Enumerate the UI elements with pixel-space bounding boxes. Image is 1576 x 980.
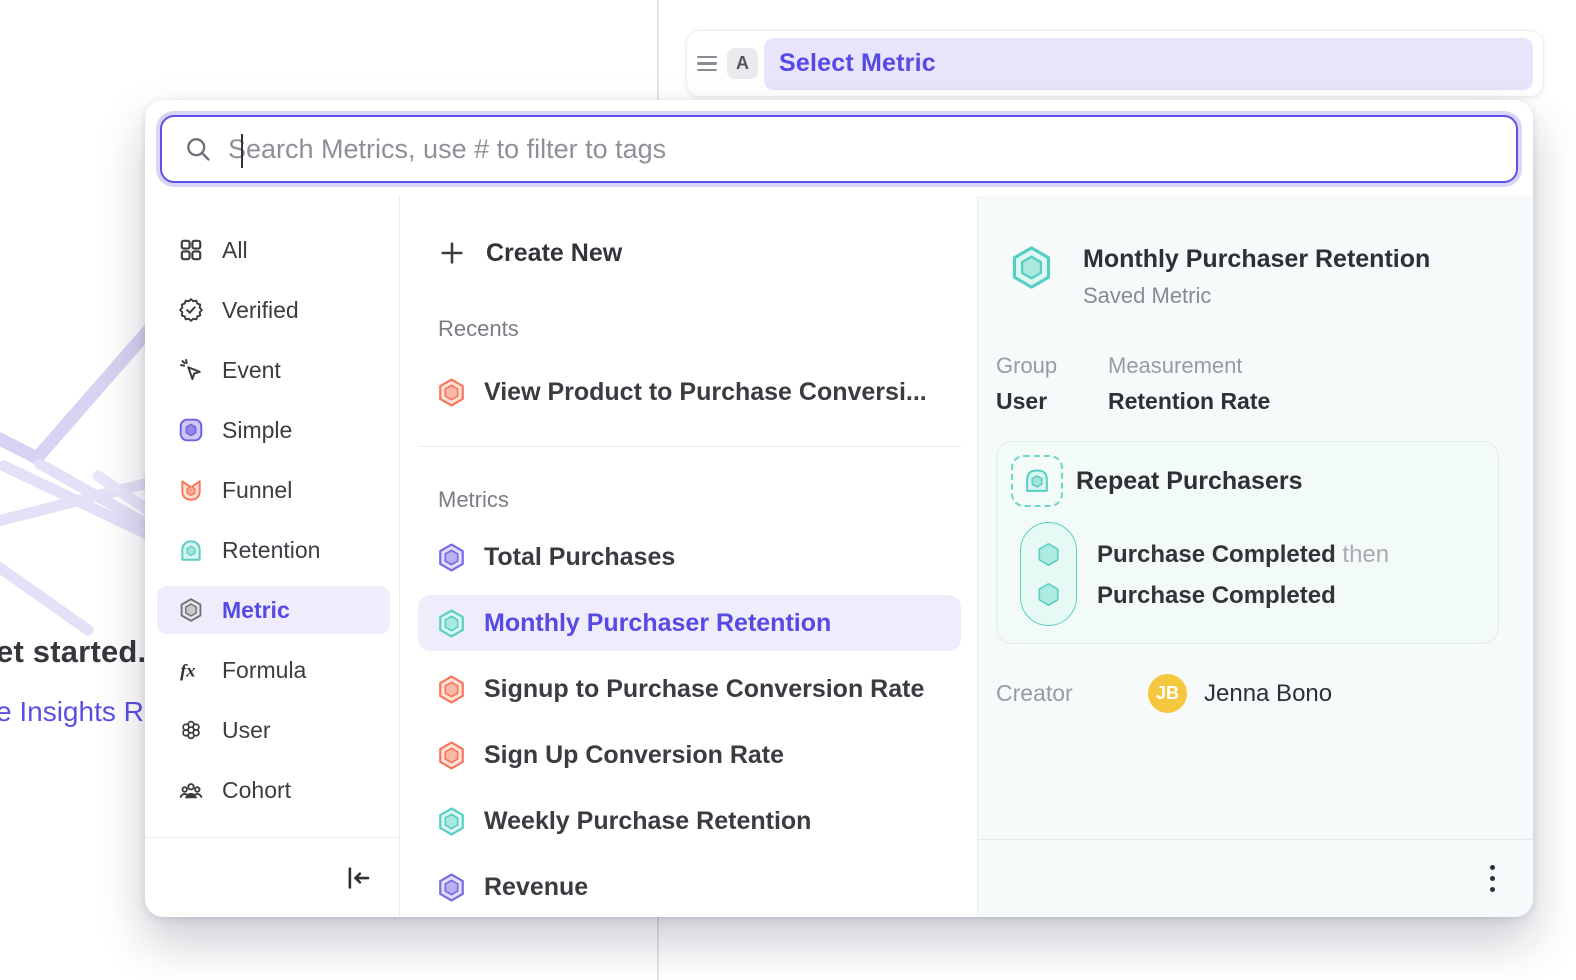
search-input[interactable] <box>228 134 1516 165</box>
sidebar-item-label: Verified <box>222 297 299 324</box>
sidebar-item-label: User <box>222 717 271 744</box>
sidebar-item-label: Metric <box>222 597 290 624</box>
metric-item-total-purchases[interactable]: Total Purchases <box>418 529 961 585</box>
user-cluster-icon <box>178 717 204 743</box>
metric-item-name: Weekly Purchase Retention <box>484 807 811 836</box>
more-options-icon[interactable] <box>1484 859 1501 898</box>
sidebar-item-simple[interactable]: Simple <box>157 406 390 454</box>
sidebar-item-label: Formula <box>222 657 306 684</box>
definition-step-1: Purchase Completed then <box>1097 534 1389 575</box>
sidebar-item-label: Retention <box>222 537 320 564</box>
plus-icon <box>438 239 466 267</box>
recents-heading: Recents <box>438 316 977 342</box>
drag-handle-icon[interactable] <box>697 56 717 72</box>
retention-icon <box>178 537 204 563</box>
cohort-icon <box>178 777 204 803</box>
metric-picker-modal: All Verified <box>145 100 1533 917</box>
select-metric-button[interactable]: Select Metric <box>764 38 1533 90</box>
screen: et started. e Insights Re A Select Metri… <box>0 0 1576 980</box>
retention-definition-icon <box>1011 455 1063 507</box>
sidebar-item-funnel[interactable]: Funnel <box>157 466 390 514</box>
sidebar-item-label: All <box>222 237 248 264</box>
create-new-label: Create New <box>486 239 622 268</box>
metric-icon <box>178 597 204 623</box>
grid-icon <box>178 237 204 263</box>
type-filter-sidebar: All Verified <box>145 196 400 917</box>
group-label: Group <box>996 353 1086 379</box>
sidebar-item-label: Funnel <box>222 477 292 504</box>
recent-item-name: View Product to Purchase Conversi... <box>484 378 927 407</box>
sidebar-item-label: Simple <box>222 417 292 444</box>
detail-footer <box>978 839 1533 917</box>
measurement-label: Measurement <box>1108 353 1270 379</box>
sidebar-item-retention[interactable]: Retention <box>157 526 390 574</box>
funnel-metric-icon <box>436 377 467 408</box>
search-field-wrap[interactable] <box>160 115 1518 183</box>
definition-name: Repeat Purchasers <box>1076 467 1303 496</box>
text-cursor <box>241 134 243 168</box>
metric-item-weekly-purchase-retention[interactable]: Weekly Purchase Retention <box>418 793 961 849</box>
metric-item-name: Signup to Purchase Conversion Rate <box>484 675 924 704</box>
metric-item-revenue[interactable]: Revenue <box>418 859 961 915</box>
sidebar-item-label: Cohort <box>222 777 291 804</box>
search-area <box>145 100 1533 196</box>
metric-detail-panel: Monthly Purchaser Retention Saved Metric… <box>978 196 1533 917</box>
sidebar-item-label: Event <box>222 357 281 384</box>
event-metric-icon <box>436 872 467 903</box>
then-connector: then <box>1342 541 1389 568</box>
step-hexagon-icon <box>1035 581 1062 608</box>
funnel-icon <box>178 477 204 503</box>
step-hexagon-icon <box>1035 541 1062 568</box>
funnel-metric-icon <box>436 674 467 705</box>
metric-item-name: Revenue <box>484 873 588 902</box>
definition-card: Repeat Purchasers <box>996 441 1499 644</box>
metric-row-card: A Select Metric <box>686 30 1544 97</box>
sidebar-item-verified[interactable]: Verified <box>157 286 390 334</box>
event-metric-icon <box>436 542 467 573</box>
creator-avatar: JB <box>1148 674 1187 713</box>
formula-icon: fx <box>178 657 204 683</box>
retention-metric-icon-large <box>1008 244 1055 291</box>
verified-badge-icon <box>178 297 204 323</box>
recent-item[interactable]: View Product to Purchase Conversi... <box>418 364 961 420</box>
measurement-value: Retention Rate <box>1108 388 1270 415</box>
background-headline-fragment: et started. <box>0 634 146 670</box>
sidebar-item-event[interactable]: Event <box>157 346 390 394</box>
svg-text:fx: fx <box>180 661 195 681</box>
creator-name: Jenna Bono <box>1204 680 1332 708</box>
funnel-metric-icon <box>436 740 467 771</box>
create-new-button[interactable]: Create New <box>420 230 961 276</box>
metric-item-monthly-purchaser-retention[interactable]: Monthly Purchaser Retention <box>418 595 961 651</box>
metric-item-name: Sign Up Conversion Rate <box>484 741 784 770</box>
detail-title: Monthly Purchaser Retention <box>1083 244 1430 274</box>
metrics-heading: Metrics <box>438 487 977 513</box>
sidebar-footer <box>145 837 399 917</box>
series-a-badge[interactable]: A <box>727 48 758 79</box>
sidebar-item-cohort[interactable]: Cohort <box>157 766 390 814</box>
search-icon <box>184 135 212 163</box>
detail-subtitle: Saved Metric <box>1083 283 1430 309</box>
cursor-click-icon <box>178 357 204 383</box>
retention-metric-icon <box>436 608 467 639</box>
metric-list-column: Create New Recents View Product to Purch… <box>400 196 978 917</box>
metric-item-signup-to-purchase[interactable]: Signup to Purchase Conversion Rate <box>418 661 961 717</box>
background-insights-link-fragment[interactable]: e Insights Re <box>0 696 159 728</box>
simple-icon <box>178 417 204 443</box>
sidebar-item-metric[interactable]: Metric <box>157 586 390 634</box>
divider <box>418 446 961 447</box>
sidebar-item-all[interactable]: All <box>157 226 390 274</box>
sidebar-item-user[interactable]: User <box>157 706 390 754</box>
retention-steps-capsule <box>1020 522 1077 626</box>
sidebar-item-formula[interactable]: fx Formula <box>157 646 390 694</box>
creator-label: Creator <box>996 680 1148 707</box>
retention-metric-icon <box>436 806 467 837</box>
metric-item-sign-up-conversion[interactable]: Sign Up Conversion Rate <box>418 727 961 783</box>
metric-item-name: Total Purchases <box>484 543 675 572</box>
definition-step-2: Purchase Completed <box>1097 575 1389 616</box>
metric-item-name: Monthly Purchaser Retention <box>484 609 831 638</box>
group-value: User <box>996 388 1086 415</box>
collapse-left-icon[interactable] <box>343 863 373 893</box>
